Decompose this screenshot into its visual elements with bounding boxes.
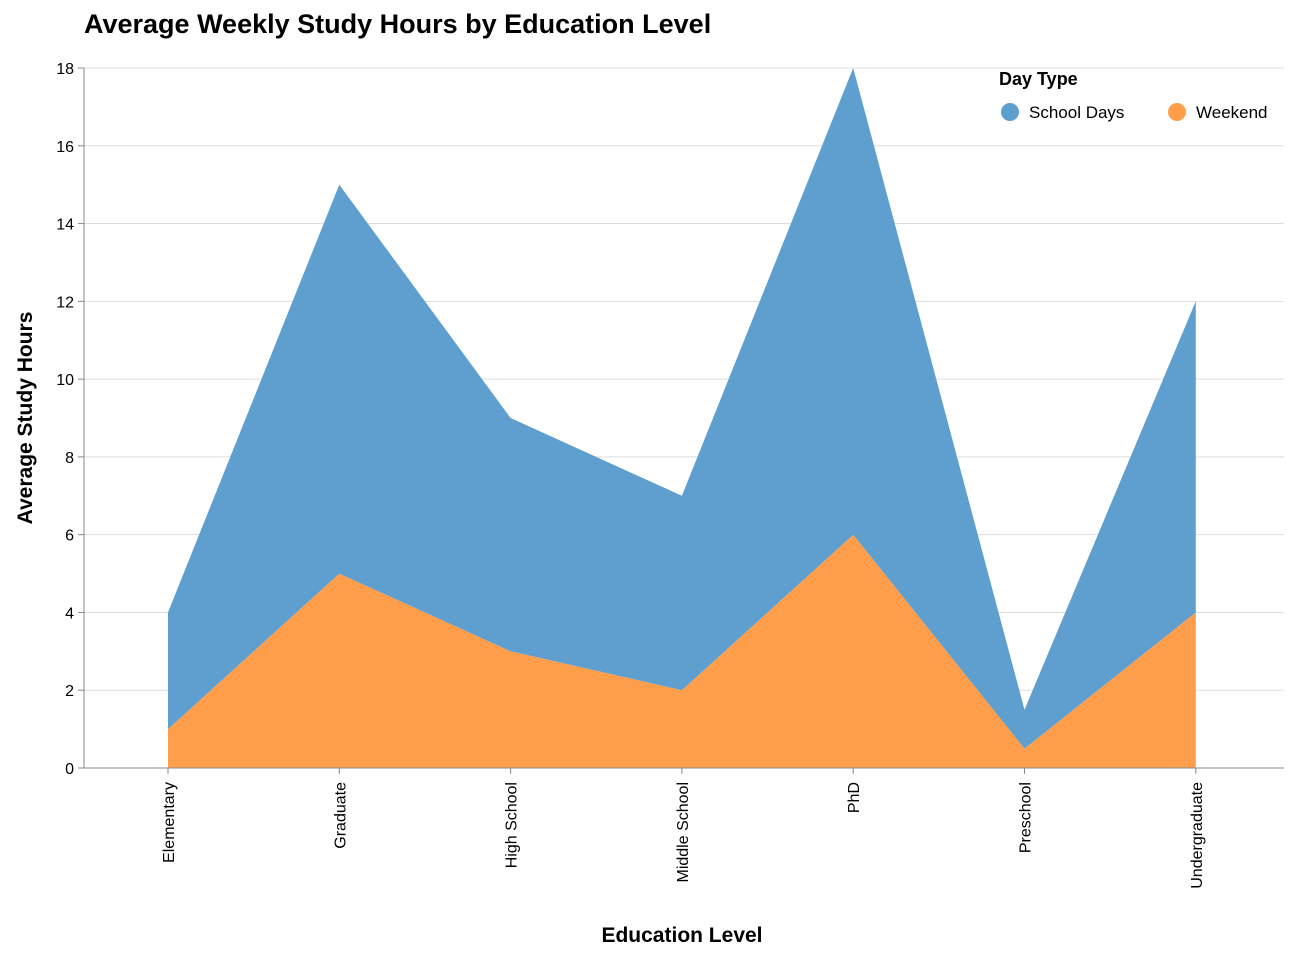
y-tick-label: 6 bbox=[65, 528, 74, 545]
chart-title: Average Weekly Study Hours by Education … bbox=[84, 9, 711, 39]
y-tick-label: 18 bbox=[56, 61, 74, 78]
y-tick-label: 8 bbox=[65, 450, 74, 467]
x-tick-label: Preschool bbox=[1018, 782, 1035, 853]
y-tick-label: 16 bbox=[56, 139, 74, 156]
axes: 0 2 4 6 8 10 12 14 16 18 Elementary Graduate High Sc… bbox=[56, 61, 1284, 889]
area-layer bbox=[168, 68, 1196, 768]
legend-label-weekend: Weekend bbox=[1196, 103, 1268, 122]
area-weekend bbox=[168, 534, 1196, 768]
area-school-days bbox=[168, 68, 1196, 749]
y-tick-label: 2 bbox=[65, 683, 74, 700]
legend-label-school-days: School Days bbox=[1029, 103, 1124, 122]
x-tick-label: Elementary bbox=[161, 782, 178, 863]
y-tick-label: 4 bbox=[65, 605, 74, 622]
x-tick-label: Graduate bbox=[332, 782, 349, 849]
legend-swatch-weekend bbox=[1168, 103, 1186, 121]
x-tick-label: Undergraduate bbox=[1189, 782, 1206, 889]
y-tick-label: 14 bbox=[56, 217, 74, 234]
legend-swatch-school-days bbox=[1001, 103, 1019, 121]
y-axis-title: Average Study Hours bbox=[14, 312, 37, 525]
y-tick-label: 10 bbox=[56, 372, 74, 389]
x-tick-label: High School bbox=[504, 782, 521, 868]
y-tick-label: 12 bbox=[56, 294, 74, 311]
x-tick-label: PhD bbox=[846, 782, 863, 813]
x-tick-label: Middle School bbox=[675, 782, 692, 883]
legend-title: Day Type bbox=[999, 69, 1078, 89]
y-tick-label: 0 bbox=[65, 761, 74, 778]
legend: Day Type School Days Weekend bbox=[999, 69, 1268, 122]
x-axis-title: Education Level bbox=[601, 924, 762, 947]
